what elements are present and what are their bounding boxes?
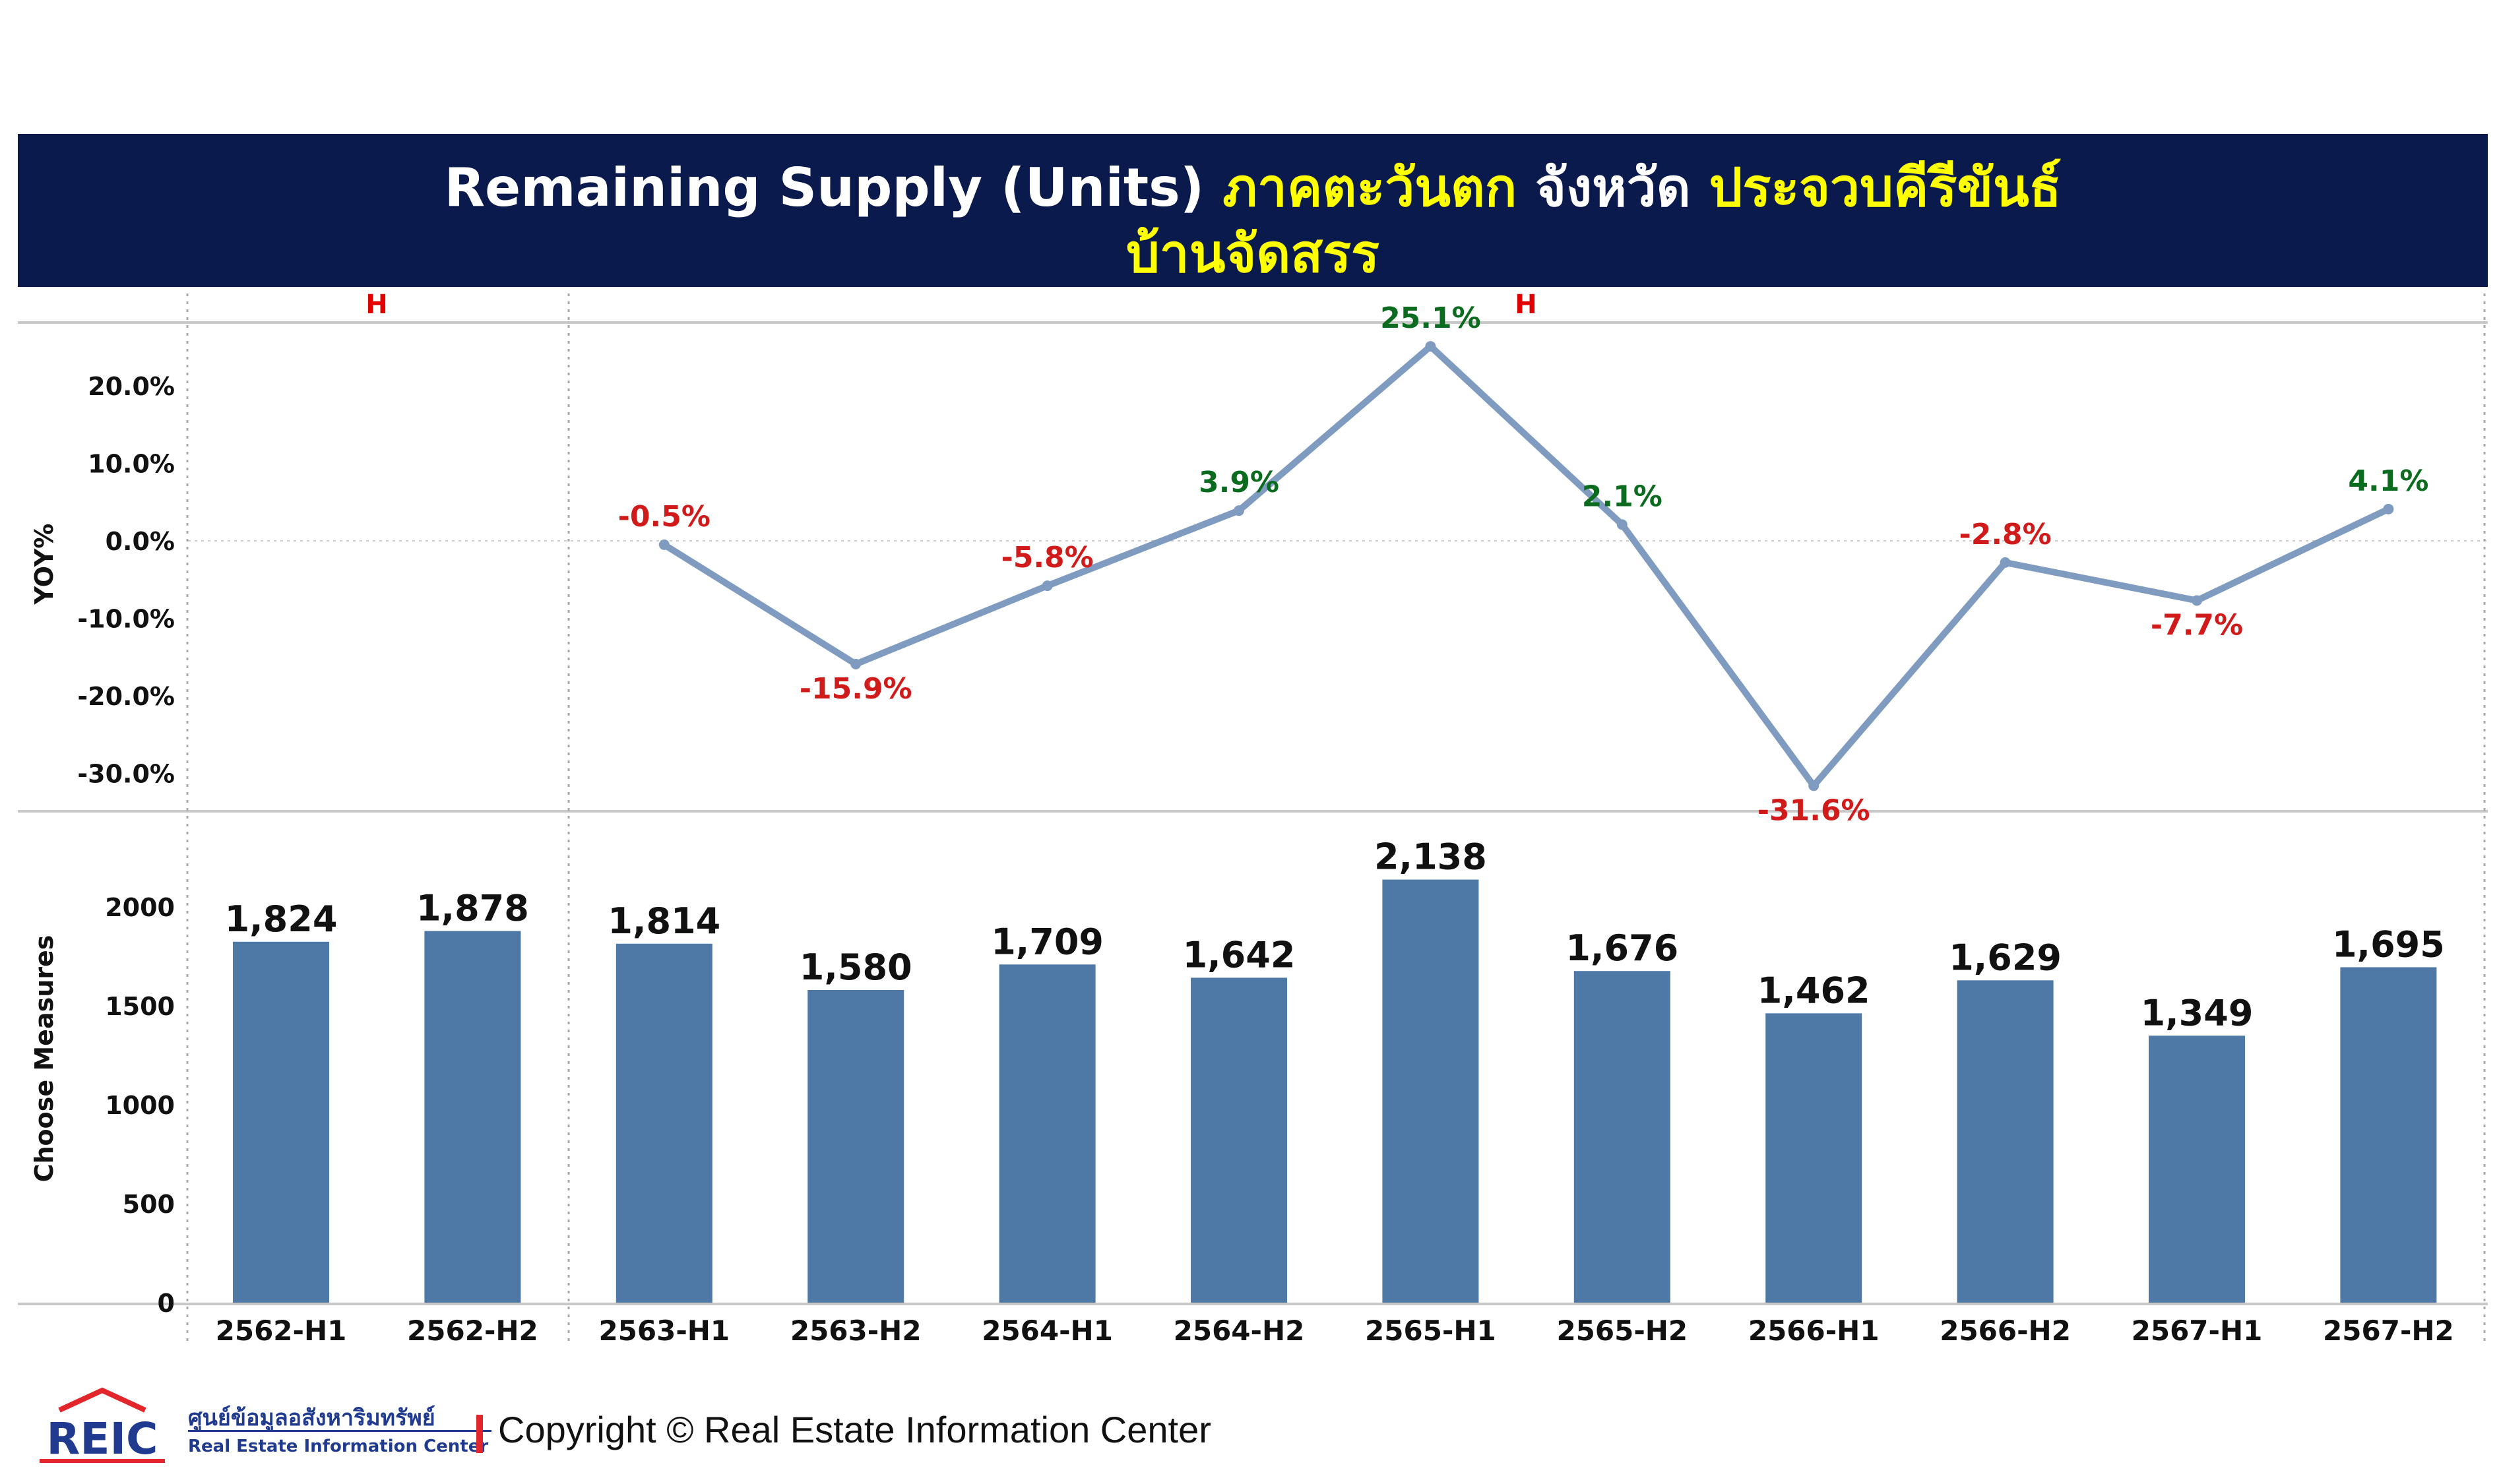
- yoy-point-2566-H2: [2000, 557, 2011, 568]
- bar-data-label: 1,642: [1183, 934, 1296, 975]
- logo-divider: [188, 1430, 491, 1432]
- bar-2564-H2: [1191, 977, 1287, 1303]
- x-axis-label: 2566-H2: [1940, 1314, 2071, 1347]
- yoy-data-label: 3.9%: [1199, 466, 1279, 499]
- bar-2562-H1: [233, 941, 329, 1303]
- x-axis-label: 2565-H1: [1365, 1314, 1496, 1347]
- bar-data-label: 1,676: [1566, 927, 1678, 969]
- yoy-data-label: -15.9%: [800, 672, 912, 706]
- chart-subtitle: บ้านจัดสรร: [1126, 223, 1379, 284]
- reic-logo: REIC: [40, 1387, 165, 1464]
- yoy-series-line: [662, 343, 2390, 789]
- bar-data-label: 1,709: [991, 921, 1104, 962]
- bar-2567-H1: [2149, 1036, 2245, 1303]
- bar-data-label: 1,629: [1949, 937, 2062, 978]
- pane-header-right: H: [1515, 290, 1536, 320]
- yoy-data-label: 4.1%: [2348, 464, 2428, 498]
- bar-data-label: 1,695: [2332, 924, 2445, 966]
- x-axis-label: 2566-H1: [1748, 1314, 1880, 1347]
- yoy-data-label: 2.1%: [1582, 479, 1662, 513]
- yoy-point-2566-H1: [1808, 780, 1819, 791]
- chart-title: Remaining Supply (Units) ภาคตะวันตก จังห…: [18, 146, 2488, 230]
- yoy-point-2565-H2: [1616, 519, 1628, 530]
- bar-data-label: 1,462: [1757, 970, 1870, 1011]
- copyright-bar: [476, 1415, 483, 1453]
- yoy-point-2564-H2: [1234, 505, 1244, 516]
- logo-text: REIC: [47, 1413, 158, 1464]
- logo-roof-icon: [58, 1387, 146, 1413]
- yoy-point-2564-H1: [1042, 580, 1053, 592]
- title-english: Remaining Supply (Units): [444, 157, 1205, 218]
- x-axis-label: 2562-H1: [216, 1314, 347, 1347]
- yoy-point-2567-H2: [2383, 503, 2394, 514]
- x-axis-label: 2564-H2: [1174, 1314, 1305, 1347]
- bar-tick-label: 500: [123, 1190, 175, 1219]
- yoy-data-label: -5.8%: [1001, 541, 1093, 574]
- logo-thai-name: ศูนย์ข้อมูลอสังหาริมทรัพย์: [188, 1405, 435, 1431]
- x-axis-label: 2567-H2: [2323, 1314, 2454, 1347]
- yoy-tick-label: -20.0%: [77, 682, 175, 711]
- bar-data-label: 2,138: [1374, 836, 1487, 878]
- yoy-point-2563-H2: [850, 658, 862, 669]
- bar-tick-label: 2000: [105, 893, 175, 922]
- x-axis-label: 2564-H1: [982, 1314, 1113, 1347]
- bar-2566-H1: [1765, 1013, 1862, 1303]
- bar-tick-label: 0: [158, 1289, 175, 1318]
- bar-2563-H1: [616, 943, 712, 1303]
- pane-header-left: H: [365, 290, 387, 320]
- title-province-label: จังหวัด: [1535, 157, 1691, 218]
- bar-2562-H2: [424, 931, 521, 1303]
- title-region: ภาคตะวันตก: [1222, 157, 1517, 218]
- x-axis-label: 2563-H2: [790, 1314, 922, 1347]
- yoy-tick-label: -30.0%: [77, 760, 175, 789]
- yoy-tick-label: -10.0%: [77, 605, 175, 634]
- copyright-text: Copyright © Real Estate Information Cent…: [498, 1409, 1211, 1450]
- bar-data-label: 1,349: [2141, 992, 2254, 1034]
- yoy-axis-label: YOY%: [30, 524, 59, 605]
- bar-data-label: 1,824: [225, 898, 338, 940]
- yoy-tick-label: 0.0%: [106, 527, 175, 556]
- x-axis-label: 2562-H2: [407, 1314, 538, 1347]
- bar-axis-label: Choose Measures: [30, 935, 59, 1183]
- yoy-point-2565-H1: [1425, 341, 1436, 352]
- bar-data-label: 1,580: [800, 946, 912, 988]
- yoy-point-2567-H1: [2192, 595, 2202, 606]
- bar-2565-H2: [1573, 971, 1670, 1303]
- yoy-data-label: -0.5%: [618, 500, 711, 534]
- title-province: ประจวบคีรีขันธ์: [1709, 157, 2062, 218]
- yoy-tick-label: 10.0%: [88, 450, 175, 479]
- bar-2565-H1: [1382, 879, 1479, 1303]
- bar-2567-H2: [2340, 967, 2437, 1303]
- yoy-data-label: 25.1%: [1380, 301, 1481, 335]
- yoy-tick-label: 20.0%: [88, 372, 175, 401]
- yoy-data-label: -2.8%: [1959, 518, 2051, 551]
- chart-area: YOY% Choose Measures H H 20.0% 10.0% 0.0% -…: [18, 290, 2488, 1347]
- bar-2563-H2: [807, 990, 904, 1303]
- x-axis-label: 2565-H2: [1556, 1314, 1688, 1347]
- yoy-point-2563-H1: [658, 539, 670, 550]
- yoy-data-label: -31.6%: [1757, 793, 1870, 827]
- title-banner: Remaining Supply (Units) ภาคตะวันตก จังห…: [18, 134, 2488, 287]
- bar-tick-label: 1000: [105, 1091, 175, 1120]
- bar-data-label: 1,878: [416, 888, 529, 929]
- bar-data-label: 1,814: [608, 900, 720, 942]
- yoy-data-label: -7.7%: [2151, 608, 2243, 642]
- logo-underline: [40, 1459, 165, 1463]
- logo-english-name: Real Estate Information Center: [188, 1437, 489, 1456]
- bar-tick-label: 1500: [105, 992, 175, 1021]
- bar-2566-H2: [1957, 980, 2054, 1303]
- x-axis-label: 2567-H1: [2132, 1314, 2263, 1347]
- x-axis-label: 2563-H1: [598, 1314, 730, 1347]
- bar-2564-H1: [999, 964, 1096, 1303]
- footer: REIC ศูนย์ข้อมูลอสังหาริมทรัพย์ Real Est…: [40, 1385, 1293, 1471]
